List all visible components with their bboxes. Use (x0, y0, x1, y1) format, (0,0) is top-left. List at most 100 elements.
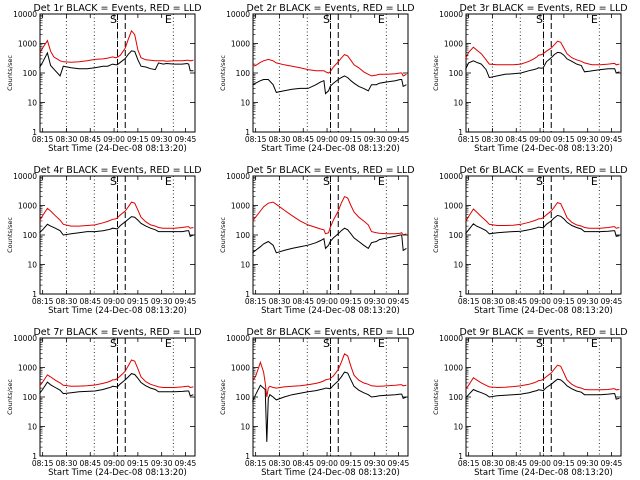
x-tick-label: 09:15 (127, 135, 149, 144)
x-tick-label: 08:15 (458, 297, 480, 306)
end-marker-label: E (378, 13, 385, 26)
x-axis-label: Start Time (24-Dec-08 08:13:20) (474, 306, 613, 316)
y-tick-label: 1000 (18, 364, 37, 373)
x-tick-label: 08:15 (245, 459, 267, 468)
start-marker-label: S (110, 337, 117, 350)
x-axis-label: Start Time (24-Dec-08 08:13:20) (261, 144, 400, 154)
lld-series-line (39, 201, 194, 229)
x-tick-label: 08:30 (482, 459, 504, 468)
y-axis-label: Counts/sec (219, 217, 227, 253)
x-tick-label: 09:30 (577, 297, 599, 306)
x-axis-label: Start Time (24-Dec-08 08:13:20) (48, 468, 187, 478)
lld-series-line (465, 40, 620, 66)
lld-series-line (252, 54, 407, 77)
panel-title: Det 5r BLACK = Events, RED = LLD (246, 165, 414, 176)
y-tick-label: 1 (32, 128, 37, 137)
start-marker-label: S (110, 175, 117, 188)
x-tick-label: 09:45 (601, 459, 623, 468)
x-tick-label: 09:45 (175, 297, 197, 306)
end-marker-label: E (591, 337, 598, 350)
start-marker-label: S (323, 175, 330, 188)
y-tick-label: 1 (245, 128, 250, 137)
x-tick-label: 09:30 (364, 135, 386, 144)
start-marker-label: S (536, 13, 543, 26)
y-tick-label: 10000 (226, 334, 250, 343)
x-tick-label: 09:00 (103, 135, 125, 144)
events-series-line (465, 214, 620, 237)
x-tick-label: 08:15 (32, 297, 54, 306)
y-tick-label: 100 (236, 69, 251, 78)
x-tick-label: 08:30 (269, 135, 291, 144)
lld-series-line (39, 29, 194, 63)
x-tick-label: 09:45 (388, 135, 410, 144)
y-axis-label: Counts/sec (219, 55, 227, 91)
start-marker-label: S (536, 337, 543, 350)
x-tick-label: 09:45 (388, 297, 410, 306)
events-series-line (39, 216, 194, 237)
y-axis-label: Counts/sec (432, 55, 440, 91)
y-tick-label: 10 (240, 423, 250, 432)
y-axis-label: Counts/sec (432, 217, 440, 253)
y-tick-label: 10000 (439, 172, 463, 181)
x-tick-label: 08:45 (79, 135, 101, 144)
start-marker-label: S (323, 337, 330, 350)
y-tick-label: 10 (27, 261, 37, 270)
x-tick-label: 09:30 (364, 459, 386, 468)
y-tick-label: 1000 (18, 202, 37, 211)
x-tick-label: 09:00 (316, 459, 338, 468)
x-axis-label: Start Time (24-Dec-08 08:13:20) (48, 306, 187, 316)
y-tick-label: 10000 (13, 334, 37, 343)
x-tick-label: 08:30 (482, 297, 504, 306)
x-tick-label: 08:15 (458, 459, 480, 468)
detector-panel: 08:15 08:30 08:45 09:00 09:15 09:30 09:45 1 10 10… (219, 165, 415, 316)
x-tick-label: 09:15 (553, 459, 575, 468)
y-tick-label: 1 (245, 290, 250, 299)
y-tick-label: 10000 (439, 10, 463, 19)
end-marker-label: E (591, 175, 598, 188)
y-tick-label: 100 (23, 69, 38, 78)
events-series-line (252, 75, 407, 95)
y-tick-label: 10 (453, 99, 463, 108)
y-axis-label: Counts/sec (6, 217, 14, 253)
x-tick-label: 09:15 (340, 297, 362, 306)
y-tick-label: 10 (240, 99, 250, 108)
panel-title: Det 6r BLACK = Events, RED = LLD (459, 165, 627, 176)
detector-panel: 08:15 08:30 08:45 09:00 09:15 09:30 09:45 1 10 10… (6, 327, 202, 478)
detector-panel: 08:15 08:30 08:45 09:00 09:15 09:30 09:45 1 10 10… (6, 3, 202, 154)
x-tick-label: 08:45 (292, 135, 314, 144)
x-tick-label: 09:00 (103, 297, 125, 306)
x-tick-label: 09:30 (577, 135, 599, 144)
x-tick-label: 08:45 (505, 135, 527, 144)
x-tick-label: 09:00 (529, 459, 551, 468)
x-tick-label: 09:30 (577, 459, 599, 468)
x-tick-label: 08:30 (269, 459, 291, 468)
detector-panel: 08:15 08:30 08:45 09:00 09:15 09:30 09:45 1 10 10… (432, 3, 628, 154)
y-axis-label: Counts/sec (6, 379, 14, 415)
y-tick-label: 1000 (231, 364, 250, 373)
y-tick-label: 10000 (439, 334, 463, 343)
x-tick-label: 09:45 (601, 135, 623, 144)
x-tick-label: 09:15 (340, 135, 362, 144)
x-tick-label: 08:45 (505, 459, 527, 468)
detector-panel: 08:15 08:30 08:45 09:00 09:15 09:30 09:45 1 10 10… (219, 327, 415, 478)
y-axis-label: Counts/sec (432, 379, 440, 415)
x-tick-label: 08:30 (482, 135, 504, 144)
detector-panel: 08:15 08:30 08:45 09:00 09:15 09:30 09:45 1 10 10… (432, 165, 628, 316)
x-tick-label: 08:15 (32, 459, 54, 468)
end-marker-label: E (165, 13, 172, 26)
y-tick-label: 1000 (444, 202, 463, 211)
x-axis-label: Start Time (24-Dec-08 08:13:20) (474, 468, 613, 478)
x-axis-label: Start Time (24-Dec-08 08:13:20) (261, 306, 400, 316)
end-marker-label: E (165, 337, 172, 350)
y-tick-label: 10 (27, 423, 37, 432)
x-tick-label: 09:00 (316, 297, 338, 306)
x-tick-label: 09:15 (127, 459, 149, 468)
y-axis-label: Counts/sec (219, 379, 227, 415)
y-tick-label: 1 (458, 290, 463, 299)
x-tick-label: 09:30 (151, 297, 173, 306)
y-tick-label: 10000 (13, 10, 37, 19)
detector-panel: 08:15 08:30 08:45 09:00 09:15 09:30 09:45 1 10 10… (6, 165, 202, 316)
x-tick-label: 08:45 (79, 459, 101, 468)
events-series-line (252, 227, 407, 254)
y-tick-label: 10000 (13, 172, 37, 181)
